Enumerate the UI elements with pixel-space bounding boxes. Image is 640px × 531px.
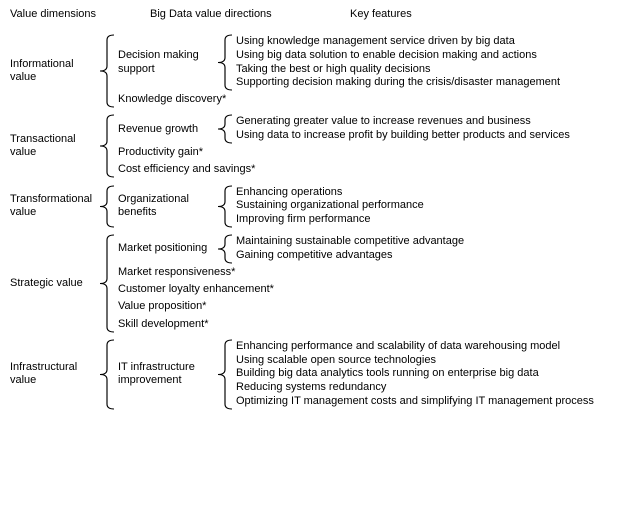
direction-label: Cost efficiency and savings*: [114, 161, 259, 178]
dimension-label: Informational value: [10, 58, 100, 84]
header-value-dimensions: Value dimensions: [10, 8, 150, 20]
direction-row: Market responsiveness*: [114, 264, 630, 281]
column-headers: Value dimensions Big Data value directio…: [10, 8, 630, 20]
directions-column: Revenue growth Generating greater value t…: [114, 114, 630, 178]
feature-text: Optimizing IT management costs and simpl…: [232, 395, 630, 409]
dimension-label: Transformational value: [10, 193, 100, 219]
feature-text: Reducing systems redundancy: [232, 381, 630, 395]
value-dimensions-diagram: Informational value Decision making suppo…: [10, 34, 630, 410]
direction-label: IT infrastructure improvement: [114, 359, 218, 389]
features-column: Generating greater value to increase rev…: [232, 114, 630, 144]
direction-label: Customer loyalty enhancement*: [114, 281, 278, 298]
dimension-row: Informational value Decision making suppo…: [10, 34, 630, 108]
feature-text: Supporting decision making during the cr…: [232, 76, 630, 90]
direction-row: Productivity gain*: [114, 144, 630, 161]
dimension-label: Strategic value: [10, 277, 100, 290]
features-column: Enhancing operationsSustaining organizat…: [232, 185, 630, 228]
direction-label: Knowledge discovery*: [114, 91, 230, 108]
feature-text: Maintaining sustainable competitive adva…: [232, 235, 630, 249]
feature-text: Enhancing operations: [232, 186, 630, 200]
dimension-row: Infrastructural value IT infrastructure i…: [10, 339, 630, 410]
feature-text: Improving firm performance: [232, 213, 630, 227]
features-column: Maintaining sustainable competitive adva…: [232, 234, 630, 264]
brace-icon: [100, 339, 114, 410]
direction-row: Skill development*: [114, 316, 630, 333]
direction-row: Knowledge discovery*: [114, 91, 630, 108]
direction-label: Revenue growth: [114, 121, 218, 138]
header-key-features: Key features: [350, 8, 630, 20]
feature-text: Using big data solution to enable decisi…: [232, 49, 630, 63]
directions-column: Organizational benefits Enhancing operati…: [114, 185, 630, 228]
direction-row: Revenue growth Generating greater value t…: [114, 114, 630, 144]
brace-icon: [100, 234, 114, 333]
direction-label: Value proposition*: [114, 298, 210, 315]
direction-row: Decision making support Using knowledge m…: [114, 34, 630, 91]
direction-row: Customer loyalty enhancement*: [114, 281, 630, 298]
brace-icon: [218, 234, 232, 264]
directions-column: IT infrastructure improvement Enhancing p…: [114, 339, 630, 410]
feature-text: Taking the best or high quality decision…: [232, 63, 630, 77]
dimension-row: Transactional value Revenue growth Generat…: [10, 114, 630, 178]
brace-icon: [218, 114, 232, 144]
brace-icon: [218, 34, 232, 91]
dimension-label: Transactional value: [10, 133, 100, 159]
direction-label: Market responsiveness*: [114, 264, 239, 281]
direction-row: Organizational benefits Enhancing operati…: [114, 185, 630, 228]
direction-label: Skill development*: [114, 316, 213, 333]
feature-text: Enhancing performance and scalability of…: [232, 340, 630, 354]
features-column: Using knowledge management service drive…: [232, 34, 630, 91]
feature-text: Using data to increase profit by buildin…: [232, 129, 630, 143]
brace-icon: [218, 185, 232, 228]
direction-label: Productivity gain*: [114, 144, 207, 161]
direction-row: IT infrastructure improvement Enhancing p…: [114, 339, 630, 410]
feature-text: Using scalable open source technologies: [232, 354, 630, 368]
brace-icon: [100, 185, 114, 228]
feature-text: Building big data analytics tools runnin…: [232, 367, 630, 381]
brace-icon: [100, 114, 114, 178]
direction-label: Organizational benefits: [114, 191, 218, 221]
direction-row: Market positioning Maintaining sustainabl…: [114, 234, 630, 264]
directions-column: Decision making support Using knowledge m…: [114, 34, 630, 108]
features-column: Enhancing performance and scalability of…: [232, 339, 630, 410]
direction-row: Cost efficiency and savings*: [114, 161, 630, 178]
direction-label: Decision making support: [114, 47, 218, 77]
dimension-row: Transformational value Organizational ben…: [10, 185, 630, 228]
feature-text: Sustaining organizational performance: [232, 199, 630, 213]
header-value-directions: Big Data value directions: [150, 8, 350, 20]
feature-text: Generating greater value to increase rev…: [232, 115, 630, 129]
dimension-row: Strategic value Market positioning Maintai…: [10, 234, 630, 333]
direction-label: Market positioning: [114, 240, 218, 257]
feature-text: Gaining competitive advantages: [232, 249, 630, 263]
brace-icon: [100, 34, 114, 108]
feature-text: Using knowledge management service drive…: [232, 35, 630, 49]
directions-column: Market positioning Maintaining sustainabl…: [114, 234, 630, 333]
direction-row: Value proposition*: [114, 298, 630, 315]
brace-icon: [218, 339, 232, 410]
dimension-label: Infrastructural value: [10, 361, 100, 387]
